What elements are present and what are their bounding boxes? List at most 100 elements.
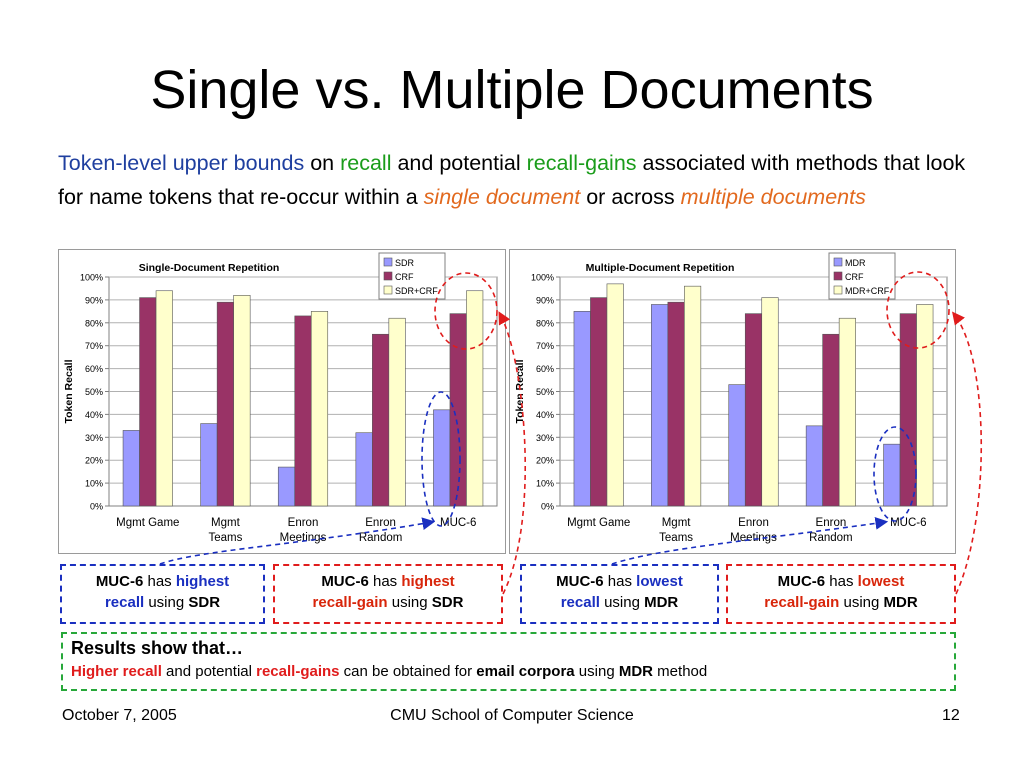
results-heading: Results show that… [71, 638, 244, 658]
y-tick-label: 60% [536, 364, 554, 374]
bar-crf [667, 301, 685, 507]
callout-dataset: MUC-6 [556, 573, 604, 590]
callout-using: using [387, 594, 432, 611]
legend-swatch [383, 257, 393, 267]
bar-crf [139, 297, 157, 507]
x-category-label: Enron [738, 517, 769, 529]
x-category-label: Mgmt Game [567, 517, 630, 529]
callout-dataset: MUC-6 [95, 573, 144, 590]
bar-crf [744, 313, 763, 507]
multiple-document-chart: 0% 10% 20% 30% 40% 50% 60% 70% 80% 90% 100% Token R… [509, 249, 956, 554]
callout-has: has [603, 573, 637, 590]
y-tick-label: 70% [536, 341, 554, 351]
callout-metric: recall [560, 594, 600, 611]
bar-sdr [433, 409, 451, 507]
bar-mdr [883, 443, 901, 507]
bar-sdr-plus-crf [155, 290, 173, 507]
legend-swatch [383, 271, 393, 281]
chart-title: Multiple-Document Repetition [586, 262, 735, 274]
results-email-corpora: email corpora [476, 663, 575, 680]
callout-keyword: highest [401, 573, 455, 590]
callout-keyword: lowest [857, 573, 905, 590]
y-tick-label: 30% [536, 433, 554, 443]
x-category-label: Meetings [730, 532, 777, 544]
x-category-label: Random [809, 532, 852, 544]
y-axis-label: Token Recall [63, 359, 75, 423]
bar-crf [899, 313, 917, 507]
bar-mdr-plus-crf [761, 297, 779, 507]
y-tick-label: 50% [536, 387, 554, 397]
single-document-chart: 0% 10% 20% 30% 40% 50% 60% 70% 80% 90% 100% Token R… [58, 249, 506, 554]
y-tick-label: 50% [85, 387, 103, 397]
callout-dataset: MUC-6 [321, 573, 369, 590]
callout-keyword: lowest [636, 573, 683, 590]
intro-text: Token-level upper bounds on recall and p… [58, 146, 988, 214]
bar-sdr-plus-crf [310, 311, 329, 507]
bar-crf [822, 333, 840, 507]
intro-or-across: or across [580, 185, 681, 209]
callout-keyword: highest [175, 573, 230, 590]
results-text: and potential [161, 663, 257, 680]
y-tick-label: 90% [85, 295, 103, 305]
y-tick-label: 80% [85, 318, 103, 328]
footer-page-number: 12 [942, 707, 960, 724]
y-tick-label: 100% [531, 273, 554, 283]
y-tick-label: 90% [536, 295, 554, 305]
bar-mdr [573, 311, 591, 507]
results-mdr: MDR [618, 663, 654, 680]
callout-using: using [144, 594, 189, 611]
x-category-label: Teams [208, 532, 242, 544]
callout-metric: recall-gain [764, 594, 840, 611]
y-tick-label: 10% [85, 479, 103, 489]
y-tick-label: 100% [80, 273, 103, 283]
y-tick-label: 60% [85, 364, 103, 374]
callout-method: MDR [883, 594, 918, 611]
results-higher-recall: Higher recall [71, 663, 162, 680]
intro-single-document: single document [423, 185, 581, 209]
y-tick-label: 30% [85, 433, 103, 443]
y-tick-label: 20% [536, 456, 554, 466]
callout-metric: recall [104, 594, 145, 611]
bar-sdr [355, 432, 373, 507]
y-tick-label: 10% [536, 479, 554, 489]
y-tick-label: 0% [90, 502, 103, 512]
x-category-label: Enron [816, 517, 847, 529]
callout-using: using [839, 594, 884, 611]
callout-dataset: MUC-6 [777, 573, 826, 590]
y-tick-label: 20% [85, 456, 103, 466]
y-tick-label: 80% [536, 318, 554, 328]
bar-crf [372, 333, 390, 507]
bar-mdr-plus-crf [916, 304, 934, 507]
callout-method: SDR [431, 594, 464, 611]
chart-title: Single-Document Repetition [139, 262, 280, 274]
bar-sdr [200, 423, 218, 507]
y-tick-label: 40% [536, 410, 554, 420]
legend-entry: CRF [845, 272, 864, 282]
bar-crf [590, 297, 608, 507]
legend-entry: SDR+CRF [395, 286, 438, 296]
x-category-label: MUC-6 [890, 517, 926, 529]
y-axis-label: Token Recall [514, 359, 526, 423]
intro-associated: associated with methods that look for na… [58, 151, 966, 209]
footer-organization: CMU School of Computer Science [390, 707, 634, 724]
bar-crf [294, 315, 312, 507]
results-body: Higher recall and potential recall-gains… [71, 660, 946, 683]
bar-crf [449, 313, 467, 507]
callout-highest-recall: MUC-6 has highest recall using SDR [60, 564, 265, 624]
callout-lowest-recall: MUC-6 has lowest recall using MDR [520, 564, 719, 624]
callout-has: has [368, 573, 402, 590]
x-category-label: Random [359, 532, 402, 544]
single-document-chart-svg: 0% 10% 20% 30% 40% 50% 60% 70% 80% 90% 100% Token R… [63, 252, 498, 544]
x-category-label: Mgmt [211, 517, 241, 529]
bar-sdr-plus-crf [466, 290, 484, 507]
bar-mdr-plus-crf [838, 317, 856, 507]
callout-method: MDR [644, 594, 679, 611]
x-category-label: Mgmt [662, 517, 692, 529]
arrow-red-to-muc6-multi [952, 311, 983, 595]
footer-date: October 7, 2005 [62, 707, 177, 724]
intro-on: on [304, 151, 341, 175]
legend-entry: MDR [845, 258, 866, 268]
intro-multiple-documents: multiple documents [680, 185, 866, 209]
results-text: method [653, 663, 708, 680]
callout-highest-recall-gain: MUC-6 has highest recall-gain using SDR [273, 564, 503, 624]
